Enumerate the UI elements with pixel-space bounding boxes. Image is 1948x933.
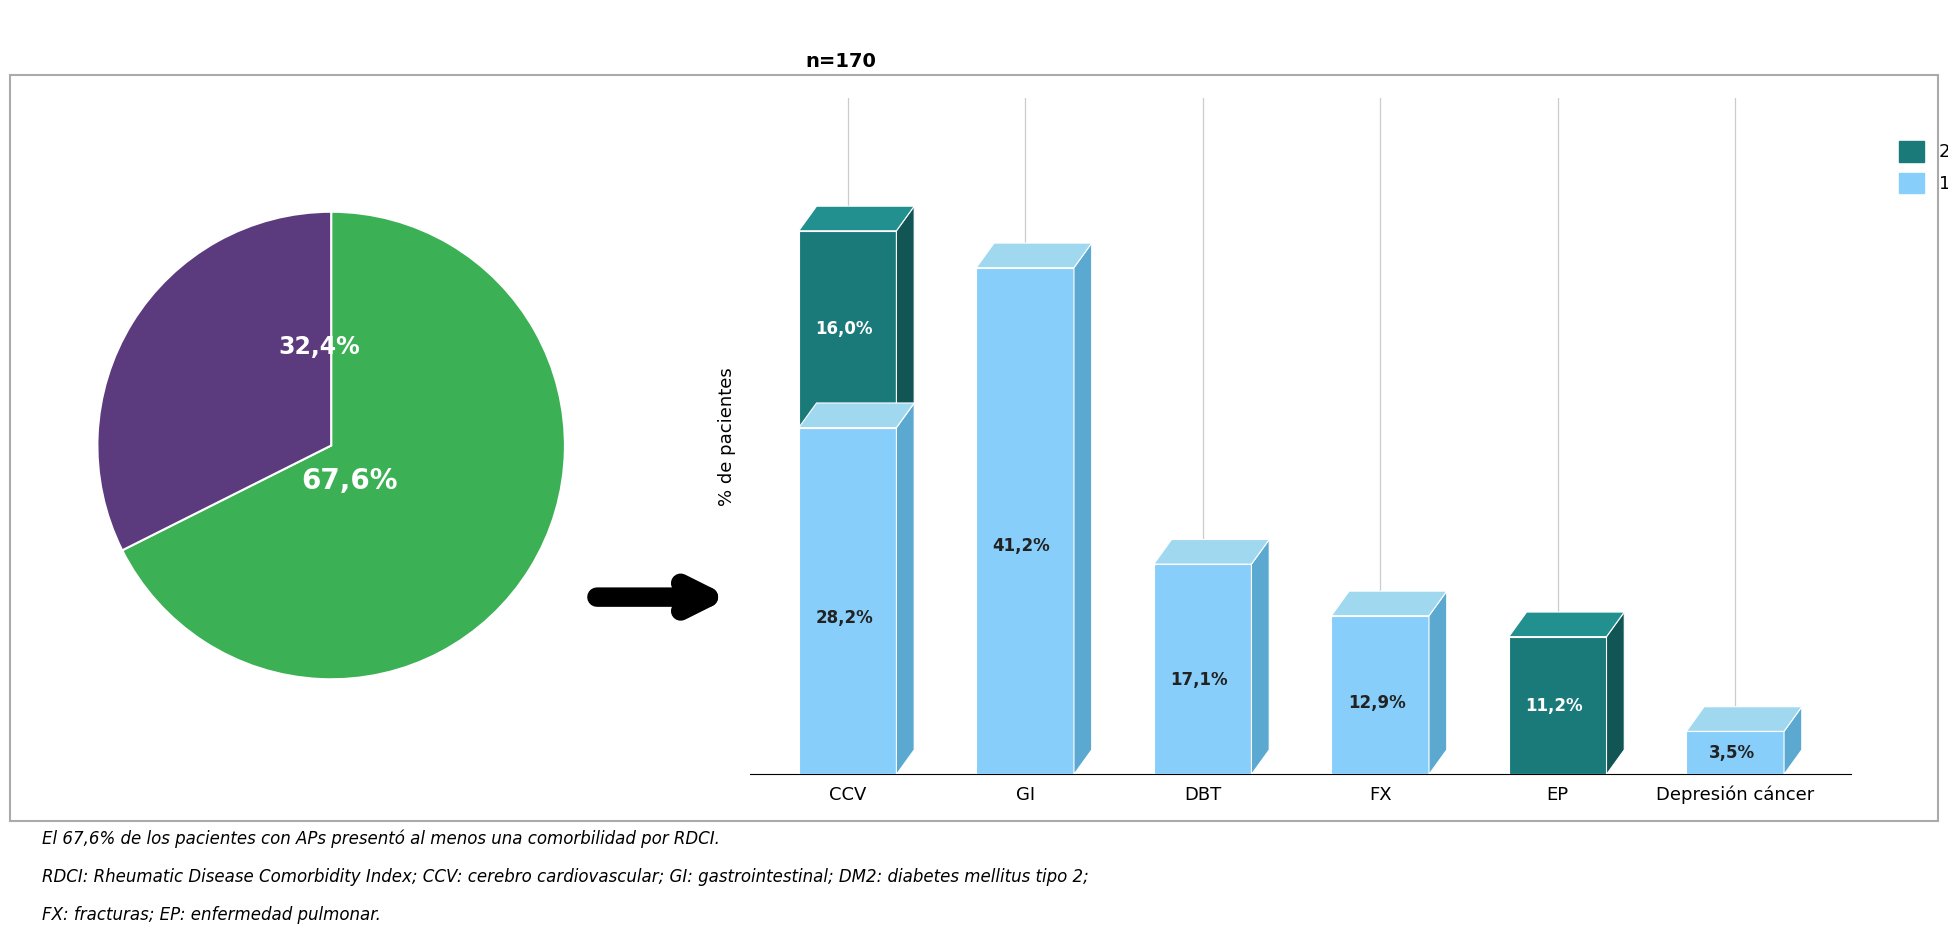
Text: 16,0%: 16,0%	[816, 320, 873, 338]
Bar	[1153, 564, 1251, 774]
Text: 67,6%: 67,6%	[302, 466, 397, 494]
Text: Figura 1:: Figura 1:	[25, 29, 131, 49]
Bar	[799, 230, 896, 427]
Text: 41,2%: 41,2%	[993, 537, 1050, 555]
Text: 12,9%: 12,9%	[1348, 694, 1406, 712]
Text: 3,5%: 3,5%	[1708, 744, 1755, 762]
Polygon shape	[1510, 612, 1625, 636]
Text: n=170: n=170	[805, 52, 877, 71]
Wedge shape	[97, 212, 331, 550]
Polygon shape	[799, 206, 914, 230]
Polygon shape	[1251, 539, 1270, 774]
Bar	[1510, 636, 1607, 774]
Text: Prevalencia de comorbilidades según RDCI.: Prevalencia de comorbilidades según RDCI…	[158, 28, 618, 49]
Text: 17,1%: 17,1%	[1171, 671, 1227, 689]
Text: El 67,6% de los pacientes con APs presentó al menos una comorbilidad por RDCI.: El 67,6% de los pacientes con APs presen…	[43, 830, 721, 848]
Legend: 2 puntos, 1 punto: 2 puntos, 1 punto	[1899, 141, 1948, 193]
Text: 32,4%: 32,4%	[279, 335, 360, 359]
Polygon shape	[1330, 592, 1447, 616]
Polygon shape	[1687, 707, 1802, 731]
Polygon shape	[1784, 707, 1802, 774]
Polygon shape	[799, 403, 914, 427]
Polygon shape	[896, 206, 914, 427]
Polygon shape	[1430, 592, 1447, 774]
Bar	[1687, 731, 1784, 774]
Text: FX: fracturas; EP: enfermedad pulmonar.: FX: fracturas; EP: enfermedad pulmonar.	[43, 906, 382, 924]
Polygon shape	[896, 403, 914, 774]
Bar	[1330, 616, 1430, 774]
Wedge shape	[123, 212, 565, 679]
Polygon shape	[1073, 244, 1091, 774]
Polygon shape	[1607, 612, 1625, 774]
Text: 11,2%: 11,2%	[1525, 697, 1584, 715]
Text: 28,2%: 28,2%	[814, 609, 873, 627]
Bar	[976, 268, 1073, 774]
Polygon shape	[976, 244, 1091, 268]
Text: RDCI: Rheumatic Disease Comorbidity Index; CCV: cerebro cardiovascular; GI: gast: RDCI: Rheumatic Disease Comorbidity Inde…	[43, 868, 1089, 886]
Polygon shape	[1153, 539, 1270, 564]
Y-axis label: % de pacientes: % de pacientes	[719, 367, 736, 506]
Bar	[799, 427, 896, 774]
